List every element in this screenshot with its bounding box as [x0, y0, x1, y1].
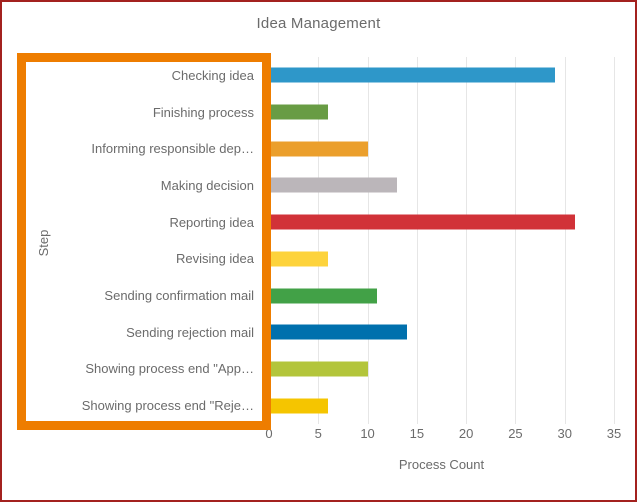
gridline [466, 57, 468, 424]
bar-label: Sending rejection mail [126, 324, 254, 340]
bar [269, 104, 329, 120]
x-axis-tick-label: 30 [557, 426, 572, 441]
bar [269, 177, 398, 193]
bar [269, 398, 329, 414]
x-axis-tick-label: 20 [458, 426, 474, 441]
bar-row [269, 130, 614, 167]
gridline [416, 57, 418, 424]
bar-label: Reporting idea [169, 214, 254, 230]
bar-row [269, 277, 614, 314]
bar [269, 141, 368, 157]
bar [269, 67, 555, 83]
annotation-highlight-box [17, 53, 271, 430]
bar [269, 324, 407, 340]
x-axis-tick-label: 5 [314, 426, 322, 441]
bar-row [269, 314, 614, 351]
y-axis-category-labels: Checking idea Finishing process Informing … [27, 57, 254, 424]
bars-container [269, 57, 614, 424]
x-axis-tick-label: 35 [606, 426, 622, 441]
bar-row [269, 94, 614, 131]
gridline [515, 57, 517, 424]
bar [269, 288, 378, 304]
gridline [367, 57, 369, 424]
bar [269, 214, 575, 230]
bar-label: Checking idea [171, 67, 254, 83]
x-axis-tick-label: 10 [360, 426, 375, 441]
gridline [564, 57, 566, 424]
bar-row [269, 351, 614, 388]
bar-row [269, 387, 614, 424]
x-axis-title: Process Count [398, 457, 485, 472]
bar-row [269, 241, 614, 278]
bar-label: Showing process end "App… [85, 361, 254, 377]
bar-label: Finishing process [152, 104, 254, 120]
bar-label: Informing responsible dep… [91, 141, 254, 157]
bar [269, 361, 368, 377]
gridline [614, 57, 615, 424]
x-axis-tick-label: 15 [409, 426, 425, 441]
x-axis-tick-label: 25 [508, 426, 523, 441]
bar-label: Showing process end "Reje… [81, 398, 254, 414]
x-axis-tick-label: 0 [265, 426, 273, 441]
bar-label: Revising idea [175, 251, 254, 267]
bar-row [269, 57, 614, 94]
bar-row [269, 204, 614, 241]
bar [269, 251, 329, 267]
bar-label: Sending confirmation mail [104, 288, 254, 304]
x-axis-tick-labels: 0 5 10 15 20 25 30 35 [265, 426, 621, 444]
bar-row [269, 167, 614, 204]
gridline [318, 57, 320, 424]
plot-area [269, 57, 615, 424]
bar-label: Making decision [160, 177, 254, 193]
chart-title: Idea Management [256, 15, 381, 32]
